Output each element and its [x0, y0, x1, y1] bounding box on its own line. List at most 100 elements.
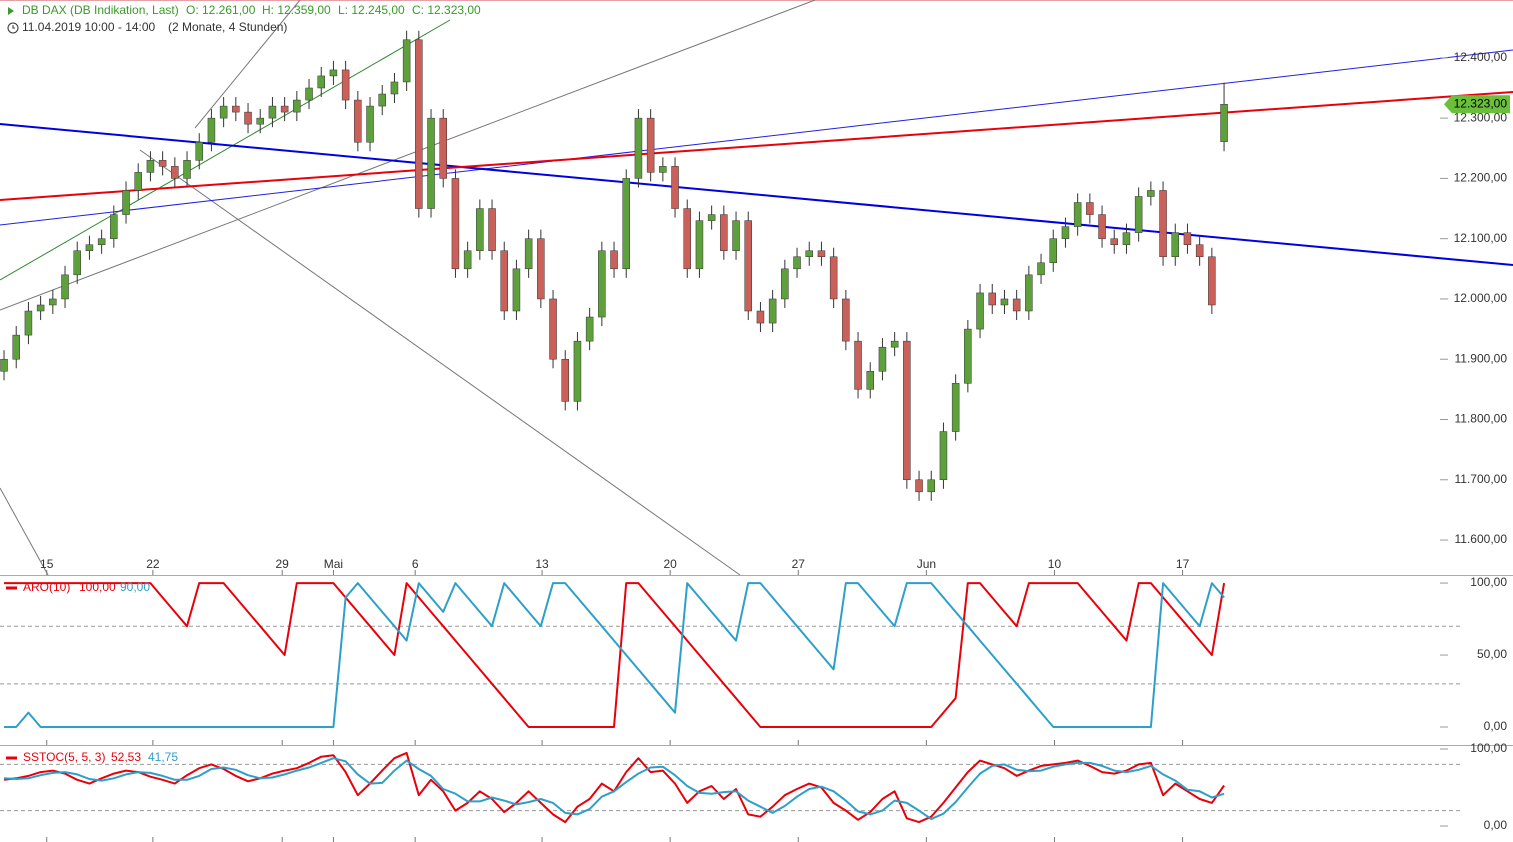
candle-body: [390, 81, 399, 95]
candle-body: [195, 141, 203, 161]
candle-body: [622, 178, 630, 270]
candle-body: [219, 105, 228, 119]
indicator-line: [4, 582, 1225, 728]
candle-body: [427, 117, 435, 209]
candle-body: [305, 87, 313, 101]
candle-body: [744, 220, 752, 312]
candle-body: [463, 250, 472, 270]
candle-body: [1134, 196, 1143, 233]
candle-body: [0, 358, 8, 372]
candle-body: [366, 105, 374, 143]
candle-body: [49, 298, 57, 306]
candle-body: [293, 99, 301, 113]
candle-body: [537, 238, 545, 300]
indicator-line: [4, 582, 1226, 728]
candle-body: [488, 208, 496, 251]
plot-layer: 11.600,00 11.700,00 11.800,00 11.900,00 12.0…: [0, 30, 1510, 842]
candle-body: [976, 292, 984, 330]
candle-body: [634, 117, 643, 179]
candle-body: [781, 268, 789, 300]
candle-body: [24, 310, 33, 336]
y-tick-label: 11.700,00: [1455, 472, 1508, 486]
y-tick-label: 11.600,00: [1455, 532, 1508, 546]
clock-icon: [12, 25, 15, 29]
candle-body: [585, 316, 594, 342]
y-tick-label: 11.800,00: [1455, 412, 1508, 426]
trend-line: [0, 123, 1513, 266]
y-tick-label: 12.300,00: [1454, 110, 1508, 124]
x-tick-label: 13: [535, 557, 549, 571]
x-tick-label: 17: [1176, 557, 1190, 571]
legend-label: SSTOC(5, 5, 3): [23, 750, 105, 764]
candle-body: [964, 328, 972, 384]
candle-body: [1183, 232, 1192, 245]
candle-body: [73, 250, 81, 276]
header-period: 11.04.2019 10:00 - 14:00: [22, 20, 156, 34]
indicator-line: [3, 751, 1225, 824]
candle-body: [341, 69, 350, 101]
candle-body: [378, 93, 386, 107]
candle-body: [1073, 202, 1082, 227]
candle-body: [85, 244, 94, 251]
x-tick-label: 15: [40, 557, 54, 571]
candle-body: [866, 371, 874, 390]
candle-body: [354, 99, 362, 143]
candle-body: [988, 292, 996, 306]
candle-body: [500, 250, 508, 312]
y-tick-label: 0,00: [1484, 818, 1508, 832]
candle-body: [1159, 190, 1167, 258]
candle-body: [415, 39, 423, 209]
x-tick-label: Mai: [324, 557, 343, 571]
x-tick-label: 27: [792, 557, 806, 571]
y-tick-label: 12.200,00: [1454, 171, 1508, 185]
candle-body: [890, 340, 899, 348]
candle-body: [524, 238, 533, 270]
last-price-tag: [1444, 95, 1510, 114]
candle-body: [1147, 190, 1155, 197]
candle-body: [1171, 232, 1180, 258]
trend-line: [0, 487, 49, 576]
trend-line: [0, 19, 451, 281]
candle-body: [1098, 214, 1106, 239]
candle-body: [256, 117, 264, 125]
candle-body: [97, 238, 106, 245]
header-title: DB DAX (DB Indikation, Last): [22, 3, 179, 17]
y-tick-label: 11.900,00: [1455, 351, 1508, 365]
candle-body: [854, 340, 862, 390]
candle-body: [732, 220, 740, 251]
candle-body: [1061, 226, 1070, 239]
header-icon: [8, 7, 14, 15]
candle-body: [805, 250, 813, 258]
candle-body: [451, 178, 460, 270]
candle-body: [439, 117, 447, 179]
indicator-line: [3, 757, 1225, 821]
candle-body: [1086, 202, 1094, 215]
candle-body: [817, 250, 826, 258]
legend-value: 100,00: [79, 580, 116, 594]
candle-body: [110, 214, 118, 239]
y-tick-label: 100,00: [1470, 575, 1507, 589]
candle-body: [561, 358, 569, 402]
candle-body: [829, 256, 838, 300]
candle-body: [671, 166, 679, 209]
candle-body: [1122, 232, 1131, 245]
candle-body: [707, 214, 716, 221]
x-tick-label: 22: [146, 557, 160, 571]
candle-body: [512, 268, 521, 312]
x-tick-label: 10: [1048, 557, 1062, 571]
candle-body: [1000, 298, 1009, 306]
y-tick-label: 100,00: [1470, 741, 1507, 755]
candle-body: [402, 39, 411, 83]
header-ohlc: L: 12.245,00: [338, 3, 405, 17]
header-ohlc: H: 12.359,00: [262, 3, 331, 17]
candle-body: [683, 208, 691, 270]
legend-label: ARO(10): [23, 580, 70, 594]
candle-body: [329, 69, 338, 77]
candle-body: [171, 166, 179, 179]
candle-body: [646, 117, 655, 173]
candle-body: [268, 105, 277, 119]
candle-body: [61, 274, 69, 300]
y-tick-label: 12.400,00: [1454, 50, 1508, 64]
candle-body: [951, 383, 960, 432]
candle-body: [695, 220, 704, 270]
